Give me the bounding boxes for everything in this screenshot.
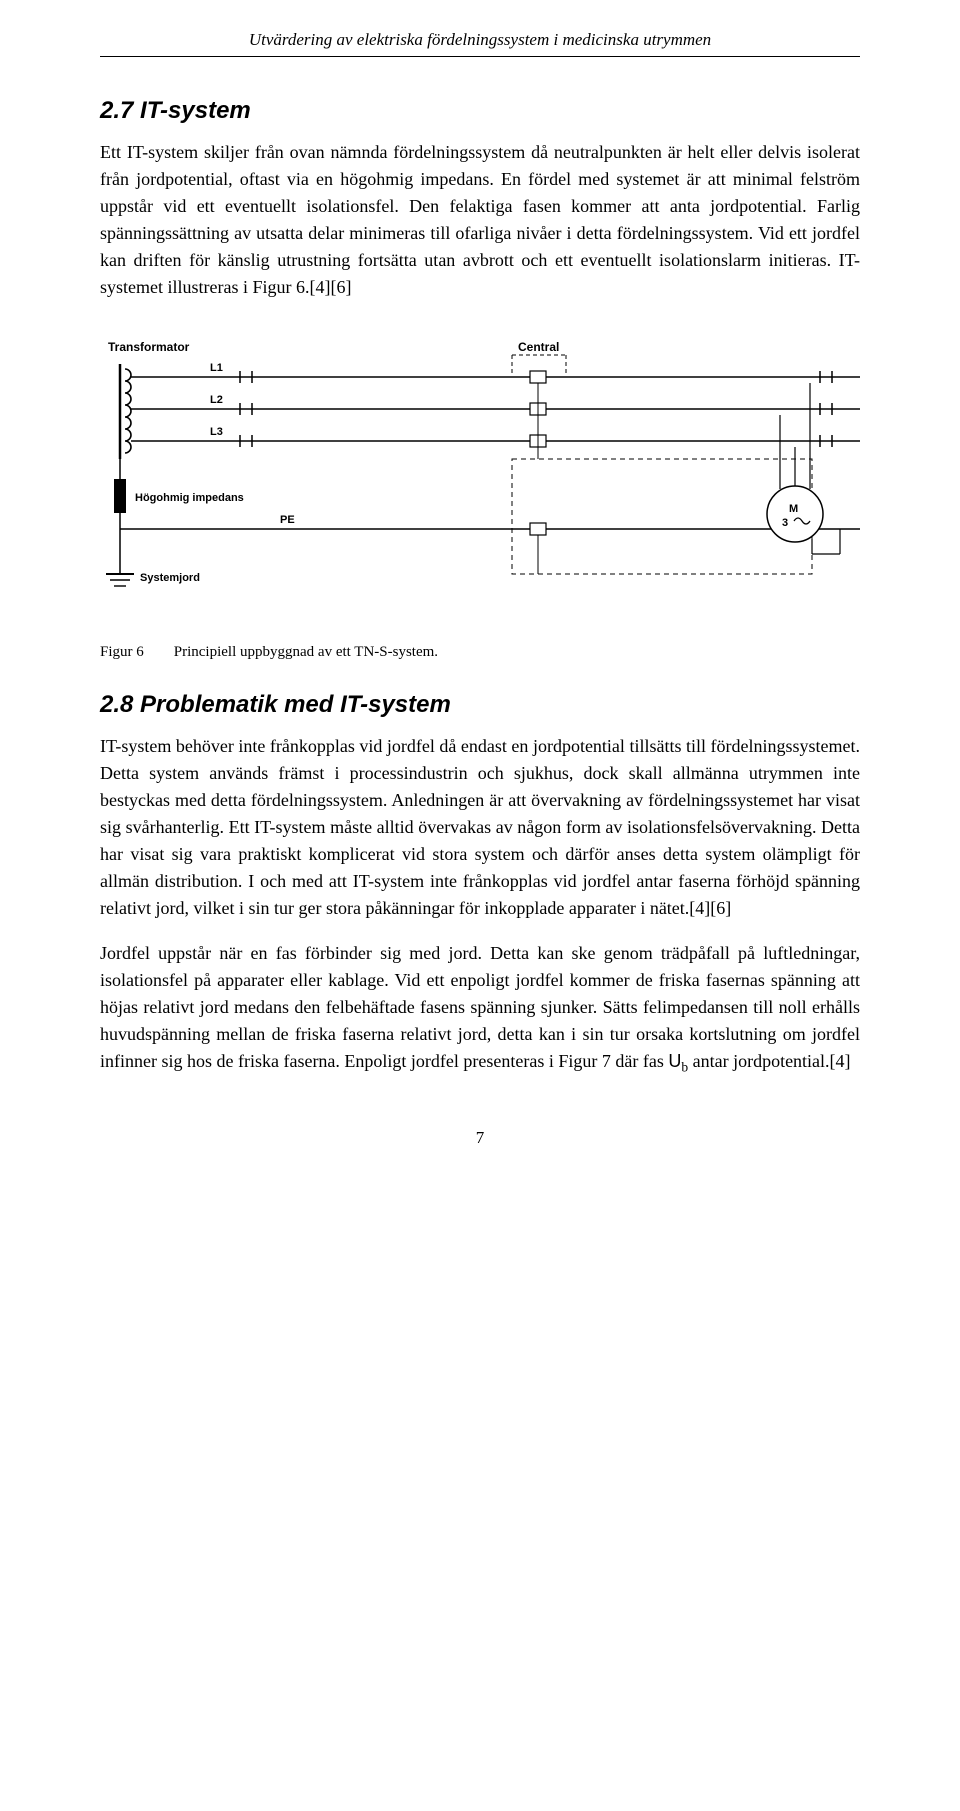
label-impedans: Högohmig impedans (135, 492, 244, 504)
label-l1: L1 (210, 362, 223, 374)
para-2-8-1: IT-system behöver inte frånkopplas vid j… (100, 733, 860, 922)
label-l3: L3 (210, 426, 223, 438)
figure-6: Transformator Central L1 L2 (100, 319, 860, 624)
label-pe: PE (280, 514, 295, 526)
caption-text: Principiell uppbyggnad av ett TN-S-syste… (174, 644, 438, 661)
ground-icon (106, 574, 134, 586)
svg-text:3: 3 (782, 517, 788, 529)
para-2-7-1: Ett IT-system skiljer från ovan nämnda f… (100, 139, 860, 301)
label-transformator: Transformator (108, 340, 190, 354)
page-number: 7 (100, 1128, 860, 1148)
running-header: Utvärdering av elektriska fördelningssys… (100, 30, 860, 57)
motor-icon: M 3 (767, 486, 823, 542)
label-central: Central (518, 340, 559, 354)
label-systemjord: Systemjord (140, 572, 200, 584)
figure-6-caption: Figur 6 Principiell uppbyggnad av ett TN… (100, 644, 860, 661)
heading-2-8: 2.8 Problematik med IT-system (100, 691, 860, 719)
heading-2-7: 2.7 IT-system (100, 97, 860, 125)
page: Utvärdering av elektriska fördelningssys… (0, 0, 960, 1198)
figure-6-svg: Transformator Central L1 L2 (100, 319, 860, 619)
para-2-8-2: Jordfel uppstår när en fas förbinder sig… (100, 940, 860, 1078)
svg-text:M: M (789, 503, 798, 515)
label-l2: L2 (210, 394, 223, 406)
transformer-icon (120, 364, 131, 459)
caption-number: Figur 6 (100, 644, 144, 661)
